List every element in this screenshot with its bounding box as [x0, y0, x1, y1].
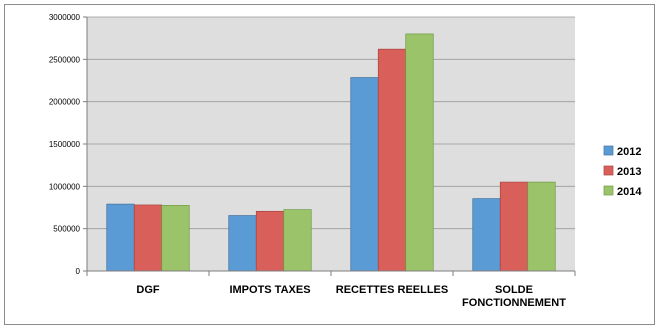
- bar-2014-3: [527, 181, 556, 272]
- bar-2013-1: [255, 210, 285, 272]
- y-tick-label: 1000000: [49, 182, 81, 191]
- legend-swatch-2012: [603, 145, 614, 156]
- y-tick-label: 2500000: [49, 55, 81, 64]
- bar-2012-1: [228, 215, 257, 272]
- y-tick-label: 500000: [53, 225, 80, 234]
- x-category-label: SOLDE: [495, 284, 533, 296]
- legend-swatch-2013: [603, 165, 614, 176]
- legend-label-2014: 2014: [617, 186, 642, 198]
- x-category-label: RECETTES REELLES: [336, 284, 448, 296]
- legend-label-2013: 2013: [617, 166, 641, 178]
- bar-2012-2: [350, 77, 379, 272]
- legend-swatch-2014: [603, 185, 614, 196]
- bars: [106, 33, 556, 272]
- chart-frame: 0 500000 1000000 1500000 2000000 2500000 30000…: [4, 4, 655, 325]
- y-tick-label: 3000000: [49, 13, 81, 22]
- y-tick-label: 2000000: [49, 98, 81, 107]
- bar-2014-0: [161, 205, 190, 272]
- y-tick-label: 0: [76, 267, 81, 276]
- bar-2012-3: [472, 198, 501, 272]
- bar-2014-2: [405, 33, 434, 272]
- x-category-label: DGF: [136, 284, 160, 296]
- x-category-label: FONCTIONNEMENT: [462, 297, 566, 309]
- axes: [86, 17, 576, 276]
- y-tick-label: 1500000: [49, 140, 81, 149]
- bar-chart: 0 500000 1000000 1500000 2000000 2500000 30000…: [49, 13, 643, 309]
- legend-label-2012: 2012: [617, 146, 641, 158]
- x-category-label: IMPOTS TAXES: [229, 284, 310, 296]
- y-axis-ticks: 0 500000 1000000 1500000 2000000 2500000 30000…: [49, 13, 87, 276]
- bar-2013-3: [499, 181, 529, 272]
- bar-2013-0: [133, 204, 163, 272]
- legend: 2012 2013 2014: [603, 145, 642, 198]
- x-axis-labels: DGF IMPOTS TAXES RECETTES REELLES SOLDEFONC…: [136, 284, 566, 309]
- bar-2012-0: [106, 203, 135, 272]
- bar-2014-1: [283, 209, 312, 272]
- bar-2013-2: [377, 48, 407, 272]
